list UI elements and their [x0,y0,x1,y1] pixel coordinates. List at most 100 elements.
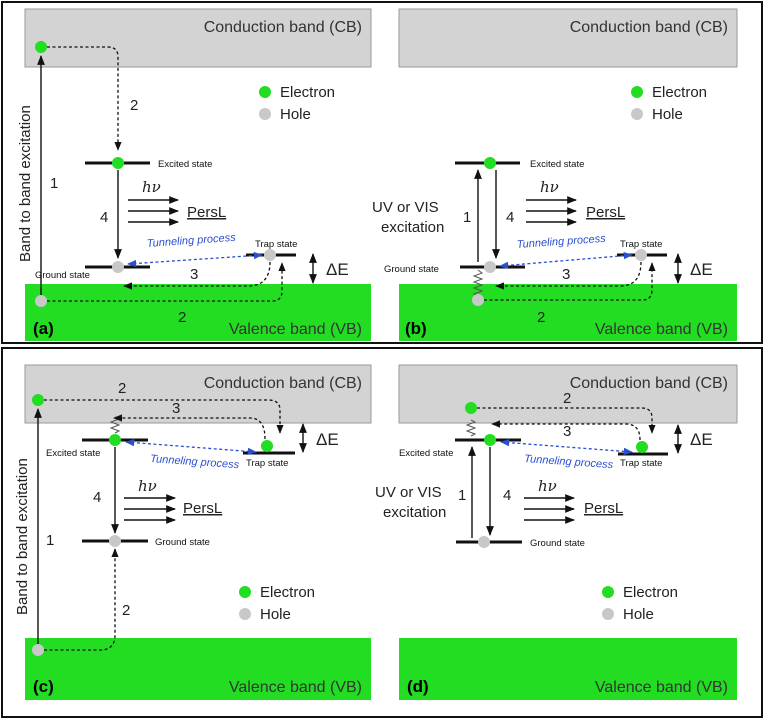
conduction-band [398,8,738,68]
step-4-label: 4 [93,489,101,506]
step-3-label: 3 [563,423,571,440]
detrapping-path [491,420,641,441]
step-1-label: 1 [46,532,54,549]
excited-electron [484,157,496,169]
excited-state-label: Excited state [46,448,100,459]
trap-hole [264,249,276,261]
panel-letter: (c) [33,677,54,696]
step-3-label: 3 [190,266,198,283]
tunneling-label: Tunneling process [150,453,240,471]
conduction-band [24,8,372,68]
hole-trapping-path [44,548,119,651]
ground-hole [109,535,121,547]
step-2-label: 2 [178,309,186,326]
excited-electron [484,434,496,446]
excited-state-label: Excited state [530,159,584,170]
ground-state-label: Ground state [530,538,585,549]
panel-letter: (d) [407,677,429,696]
ground-hole [478,536,490,548]
step-1-label: 1 [463,209,471,226]
panel-b: Conduction band (CB) Valence band (VB) (… [372,8,738,341]
persl-label: PersL [183,500,222,517]
ground-hole [112,261,124,273]
valence-band-label: Valence band (VB) [595,679,728,696]
conduction-band-label: Conduction band (CB) [570,19,728,36]
tunneling-arrow [500,438,633,456]
persl-label: PersL [584,500,623,517]
step-2-label: 2 [537,309,545,326]
tunneling-label: Tunneling process [524,453,614,471]
valence-band-label: Valence band (VB) [595,321,728,338]
bottom-frame [1,347,763,718]
trap-state-label: Trap state [246,458,288,469]
valence-band-label: Valence band (VB) [229,321,362,338]
persl-label: PersL [187,204,226,221]
electron-excitation-wave [465,419,477,437]
tunneling-label: Tunneling process [146,232,236,250]
electron-trapping-path [477,407,656,434]
step-2-label: 2 [130,97,138,114]
valence-band [399,284,737,341]
valence-band-label: Valence band (VB) [229,679,362,696]
electron-legend-dot [602,586,614,598]
conduction-band-label: Conduction band (CB) [204,375,362,392]
hv-label: hν [138,477,157,495]
hv-label: hν [538,477,557,495]
excited-electron [109,434,121,446]
top-frame [1,1,763,344]
cb-electron [465,402,477,414]
electron-legend-label: Electron [623,584,678,601]
conduction-band-label: Conduction band (CB) [570,375,728,392]
trap-electron [636,441,648,453]
step-4-label: 4 [503,487,511,504]
cb-electron [35,41,47,53]
tunneling-arrow [125,438,257,456]
vb-hole [472,294,484,306]
trap-state-label: Trap state [620,239,662,250]
excited-state-label: Excited state [158,159,212,170]
hv-label: hν [142,178,161,196]
step-4-label: 4 [100,209,108,226]
hole-legend-label: Hole [280,106,311,123]
step-3-label: 3 [172,400,180,417]
delta-e-label: ΔE [690,430,713,449]
cb-electron [32,394,44,406]
tunneling-arrow [127,251,263,268]
electron-legend-label: Electron [280,84,335,101]
persl-label: PersL [586,204,625,221]
delta-e-label: ΔE [316,430,339,449]
valence-band [25,638,371,700]
step-3-label: 3 [562,266,570,283]
hole-legend-dot [239,608,251,620]
panel-letter: (b) [405,319,427,338]
ground-hole [484,261,496,273]
band-to-band-label: Band to band excitation [14,458,31,615]
hole-excitation-wave [472,269,484,297]
electron-legend-dot [631,86,643,98]
hole-legend-dot [602,608,614,620]
electron-legend-dot [259,86,271,98]
conduction-band-label: Conduction band (CB) [204,19,362,36]
panel-c: Conduction band (CB) Valence band (VB) (… [14,364,372,700]
tunneling-label: Tunneling process [516,233,606,251]
ground-state-label: Ground state [384,264,439,275]
valence-band [25,284,371,341]
conduction-band [24,364,372,424]
vb-hole [32,644,44,656]
trap-state-label: Trap state [620,458,662,469]
vb-hole [35,295,47,307]
delta-e-label: ΔE [690,260,713,279]
detrapping-path [113,414,266,440]
panel-a: Conduction band (CB) Valence band (VB) (… [17,8,372,341]
panel-d: Conduction band (CB) Valence band (VB) (… [375,364,738,700]
electron-trapping-path [44,399,284,434]
hole-legend-label: Hole [260,606,291,623]
hole-legend-dot [259,108,271,120]
excited-state-label: Excited state [399,448,453,459]
step-2-label: 2 [563,390,571,407]
uv-vis-label-line1: UV or VIS [372,199,439,216]
step-2-label: 2 [118,380,126,397]
trap-electron [261,440,273,452]
tunneling-arrow [499,252,633,269]
